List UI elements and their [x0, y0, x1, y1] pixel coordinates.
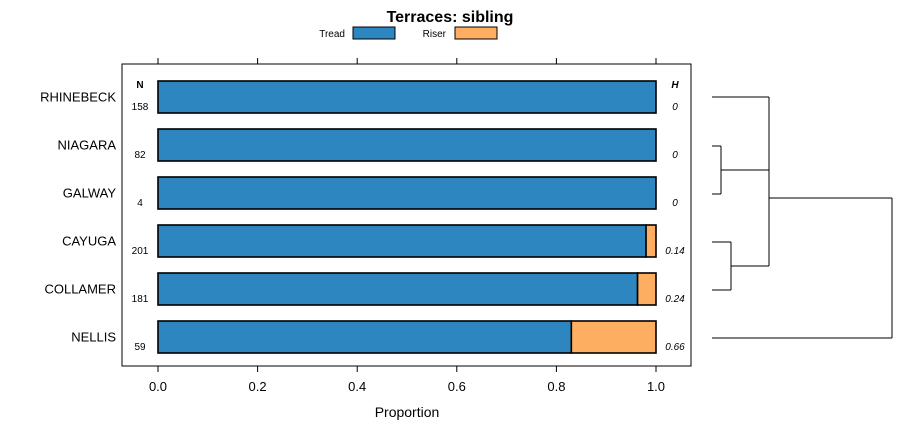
- n-value-nellis: 59: [134, 342, 146, 353]
- dendrogram: [712, 96, 893, 339]
- legend: Tread Riser: [319, 26, 498, 40]
- tick-label-3: 0.6: [448, 379, 466, 394]
- h-value-collamer: 0.24: [665, 294, 685, 305]
- bars-group: RHINEBECK 158 0 NIAGARA 82 0 GALWAY 4 0 CAYUGA 201…: [40, 80, 685, 354]
- legend-label-tread: Tread: [319, 29, 345, 40]
- h-value-rhinebeck: 0: [672, 102, 678, 113]
- tick-label-0: 0.0: [149, 379, 167, 394]
- n-value-niagara: 82: [134, 150, 146, 161]
- bar-cayuga-tread: [157, 224, 647, 258]
- category-label-cayuga: CAYUGA: [62, 234, 116, 249]
- category-label-nellis: NELLIS: [71, 330, 116, 345]
- tick-label-4: 0.8: [547, 379, 565, 394]
- n-column-header: N: [136, 80, 143, 91]
- n-value-collamer: 181: [132, 294, 149, 305]
- h-value-niagara: 0: [672, 150, 678, 161]
- bar-collamer-riser: [636, 272, 657, 306]
- plot-frame: [121, 63, 692, 367]
- bar-nellis-tread: [157, 320, 573, 354]
- n-value-rhinebeck: 158: [132, 102, 149, 113]
- bar-niagara-tread: [157, 128, 657, 162]
- category-label-niagara: NIAGARA: [57, 138, 116, 153]
- h-column-header: H: [671, 80, 679, 91]
- x-axis-label: Proportion: [375, 404, 440, 420]
- h-value-cayuga: 0.14: [665, 246, 685, 257]
- tick-label-5: 1.0: [647, 379, 665, 394]
- bar-cayuga-riser: [645, 224, 657, 258]
- h-value-nellis: 0.66: [665, 342, 685, 353]
- bar-collamer-tread: [157, 272, 639, 306]
- bar-galway-tread: [157, 176, 657, 210]
- x-axis: 0.0 0.2 0.4 0.6 0.8 1.0: [149, 58, 665, 394]
- legend-swatch-tread: [352, 26, 396, 40]
- tick-label-1: 0.2: [249, 379, 267, 394]
- bar-rhinebeck-tread: [157, 80, 657, 114]
- category-label-collamer: COLLAMER: [44, 282, 116, 297]
- category-label-galway: GALWAY: [63, 186, 117, 201]
- n-value-galway: 4: [137, 198, 143, 209]
- legend-label-riser: Riser: [423, 29, 447, 40]
- n-value-cayuga: 201: [132, 246, 149, 257]
- chart-title: Terraces: sibling: [387, 9, 514, 26]
- category-label-rhinebeck: RHINEBECK: [40, 90, 116, 105]
- h-value-galway: 0: [672, 198, 678, 209]
- tick-label-2: 0.4: [348, 379, 366, 394]
- bar-nellis-riser: [570, 320, 657, 354]
- legend-swatch-riser: [454, 26, 498, 40]
